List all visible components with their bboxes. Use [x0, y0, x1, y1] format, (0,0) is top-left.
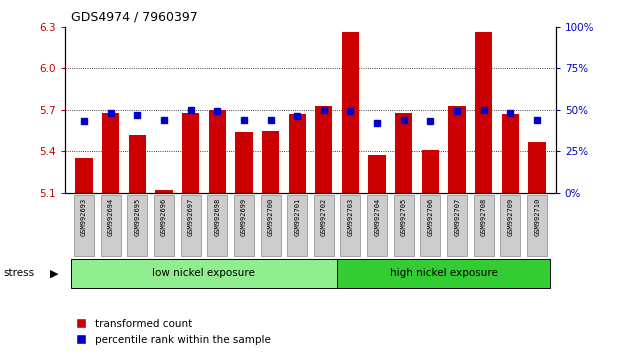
Text: GSM992710: GSM992710 — [534, 198, 540, 236]
Text: GSM992699: GSM992699 — [241, 198, 247, 236]
Legend: transformed count, percentile rank within the sample: transformed count, percentile rank withi… — [70, 315, 276, 349]
Text: low nickel exposure: low nickel exposure — [152, 268, 255, 278]
Text: GSM992693: GSM992693 — [81, 198, 87, 236]
Text: GSM992697: GSM992697 — [188, 198, 194, 236]
Bar — [182, 113, 199, 193]
Text: GSM992698: GSM992698 — [214, 198, 220, 236]
Bar — [209, 110, 226, 193]
FancyBboxPatch shape — [527, 195, 547, 256]
Text: GSM992700: GSM992700 — [268, 198, 273, 236]
Text: GSM992696: GSM992696 — [161, 198, 167, 236]
Text: GSM992706: GSM992706 — [427, 198, 433, 236]
Text: GSM992708: GSM992708 — [481, 198, 487, 236]
FancyBboxPatch shape — [367, 195, 387, 256]
Text: GSM992703: GSM992703 — [348, 198, 353, 236]
FancyBboxPatch shape — [101, 195, 120, 256]
Bar — [368, 155, 386, 193]
FancyBboxPatch shape — [154, 195, 174, 256]
FancyBboxPatch shape — [340, 195, 361, 256]
FancyBboxPatch shape — [260, 195, 281, 256]
FancyBboxPatch shape — [501, 195, 520, 256]
Text: GSM992695: GSM992695 — [134, 198, 140, 236]
FancyBboxPatch shape — [447, 195, 467, 256]
Text: GSM992709: GSM992709 — [507, 198, 514, 236]
Text: stress: stress — [3, 268, 34, 279]
Text: GSM992707: GSM992707 — [454, 198, 460, 236]
Bar — [475, 32, 492, 193]
Bar — [235, 132, 253, 193]
Bar — [315, 105, 332, 193]
Text: high nickel exposure: high nickel exposure — [390, 268, 498, 278]
Bar — [342, 32, 359, 193]
Bar — [422, 150, 439, 193]
Bar — [289, 114, 306, 193]
FancyBboxPatch shape — [127, 195, 147, 256]
Bar — [129, 135, 146, 193]
FancyBboxPatch shape — [74, 195, 94, 256]
Bar — [448, 105, 466, 193]
FancyBboxPatch shape — [181, 195, 201, 256]
Bar — [75, 158, 93, 193]
FancyBboxPatch shape — [207, 195, 227, 256]
FancyBboxPatch shape — [71, 259, 337, 288]
Bar — [155, 190, 173, 193]
FancyBboxPatch shape — [314, 195, 334, 256]
Bar — [395, 113, 412, 193]
Text: GDS4974 / 7960397: GDS4974 / 7960397 — [71, 11, 198, 24]
Text: GSM992704: GSM992704 — [374, 198, 380, 236]
Text: ▶: ▶ — [50, 268, 58, 279]
FancyBboxPatch shape — [287, 195, 307, 256]
Bar — [528, 142, 546, 193]
Text: GSM992705: GSM992705 — [401, 198, 407, 236]
Bar — [502, 114, 519, 193]
FancyBboxPatch shape — [394, 195, 414, 256]
FancyBboxPatch shape — [474, 195, 494, 256]
Text: GSM992701: GSM992701 — [294, 198, 300, 236]
Text: GSM992694: GSM992694 — [107, 198, 114, 236]
Bar — [102, 113, 119, 193]
FancyBboxPatch shape — [420, 195, 440, 256]
Bar — [262, 131, 279, 193]
Text: GSM992702: GSM992702 — [321, 198, 327, 236]
FancyBboxPatch shape — [337, 259, 550, 288]
FancyBboxPatch shape — [234, 195, 254, 256]
